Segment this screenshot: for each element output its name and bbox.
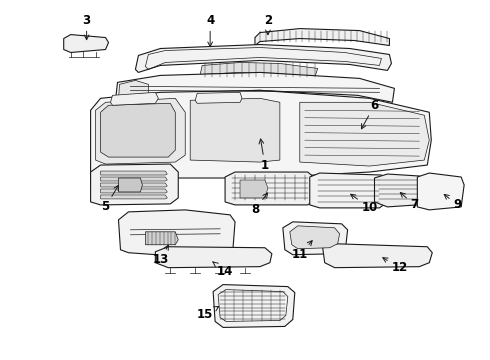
Polygon shape	[119, 210, 235, 256]
Polygon shape	[119, 80, 148, 100]
Polygon shape	[100, 195, 167, 199]
Text: 7: 7	[400, 193, 418, 211]
Polygon shape	[300, 102, 429, 166]
Polygon shape	[100, 103, 175, 157]
Polygon shape	[146, 232, 178, 245]
Polygon shape	[195, 92, 242, 103]
Polygon shape	[155, 247, 272, 268]
Polygon shape	[290, 226, 340, 249]
Polygon shape	[213, 285, 295, 328]
Polygon shape	[100, 177, 167, 181]
Text: 15: 15	[197, 306, 219, 321]
Polygon shape	[91, 90, 431, 185]
Polygon shape	[91, 164, 178, 205]
Polygon shape	[283, 222, 347, 255]
Polygon shape	[374, 174, 424, 207]
Polygon shape	[100, 183, 167, 187]
Text: 5: 5	[101, 185, 119, 213]
Polygon shape	[119, 178, 143, 192]
Text: 10: 10	[351, 194, 378, 215]
Polygon shape	[190, 98, 280, 162]
Polygon shape	[225, 172, 315, 205]
Text: 13: 13	[152, 245, 169, 266]
Text: 2: 2	[264, 14, 272, 35]
Text: 3: 3	[82, 14, 91, 40]
Text: 12: 12	[383, 258, 408, 274]
Polygon shape	[323, 244, 432, 268]
Polygon shape	[417, 173, 464, 210]
Polygon shape	[100, 189, 167, 193]
Polygon shape	[240, 180, 268, 198]
Text: 1: 1	[259, 139, 269, 172]
Polygon shape	[111, 92, 158, 105]
Polygon shape	[200, 62, 318, 77]
Polygon shape	[135, 45, 392, 72]
Text: 8: 8	[251, 193, 268, 216]
Polygon shape	[64, 35, 108, 53]
Polygon shape	[96, 98, 185, 164]
Text: 14: 14	[213, 262, 233, 278]
Text: 4: 4	[206, 14, 214, 47]
Text: 9: 9	[444, 194, 461, 211]
Polygon shape	[116, 72, 394, 102]
Polygon shape	[100, 171, 167, 175]
Polygon shape	[255, 28, 390, 45]
Polygon shape	[310, 173, 390, 208]
Text: 11: 11	[292, 241, 312, 261]
Text: 6: 6	[362, 99, 379, 129]
